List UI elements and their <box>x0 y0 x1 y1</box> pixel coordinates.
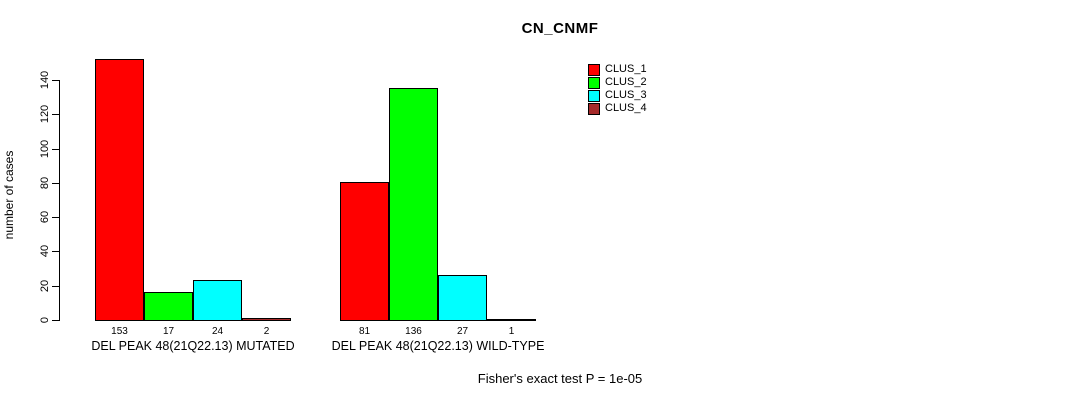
legend: CLUS_1 CLUS_2 CLUS_3 CLUS_4 <box>588 63 647 115</box>
y-tick <box>52 217 59 218</box>
legend-row-clus_2: CLUS_2 <box>588 76 647 89</box>
y-tick-label: 80 <box>39 176 51 190</box>
legend-label: CLUS_3 <box>605 89 647 101</box>
fisher-test-annotation: Fisher's exact test P = 1e-05 <box>477 371 643 386</box>
legend-row-clus_1: CLUS_1 <box>588 63 647 76</box>
y-tick <box>52 80 59 81</box>
legend-label: CLUS_2 <box>605 76 647 88</box>
bar-clus_1-group1 <box>95 59 144 321</box>
legend-label: CLUS_4 <box>605 102 647 114</box>
y-tick <box>52 286 59 287</box>
bar-value-label: 81 <box>358 326 371 337</box>
legend-swatch-clus_4 <box>588 102 600 115</box>
bar-value-label: 24 <box>211 326 224 337</box>
y-tick-label: 140 <box>39 70 51 90</box>
bar-clus_3-group2 <box>438 275 487 321</box>
y-tick <box>52 149 59 150</box>
bar-value-label: 27 <box>456 326 469 337</box>
chart-title: CN_CNMF <box>521 20 599 37</box>
legend-swatch-clus_3 <box>588 89 600 102</box>
y-tick-label: 100 <box>39 139 51 159</box>
x-category-label: DEL PEAK 48(21Q22.13) WILD-TYPE <box>331 339 545 353</box>
y-tick <box>52 183 59 184</box>
x-category-label: DEL PEAK 48(21Q22.13) MUTATED <box>91 339 295 353</box>
bar-value-label: 153 <box>111 326 128 337</box>
legend-label: CLUS_1 <box>605 63 647 75</box>
bar-value-label: 136 <box>405 326 422 337</box>
bar-clus_1-group2 <box>340 182 389 321</box>
y-tick <box>52 320 59 321</box>
legend-swatch-clus_2 <box>588 76 600 89</box>
y-tick <box>52 114 59 115</box>
bar-clus_2-group2 <box>389 88 438 321</box>
y-tick-label: 20 <box>39 279 51 293</box>
bar-clus_3-group1 <box>193 280 242 321</box>
bar-value-label: 2 <box>263 326 270 337</box>
y-tick-label: 40 <box>39 244 51 258</box>
y-tick-label: 120 <box>39 104 51 124</box>
bar-clus_4-group1 <box>242 318 291 321</box>
bar-clus_4-group2 <box>487 319 536 321</box>
bar-clus_2-group1 <box>144 292 193 321</box>
y-axis-title: number of cases <box>2 150 16 240</box>
bar-value-label: 1 <box>508 326 515 337</box>
bar-value-label: 17 <box>162 326 175 337</box>
legend-row-clus_3: CLUS_3 <box>588 89 647 102</box>
y-tick-label: 0 <box>39 316 51 324</box>
legend-row-clus_4: CLUS_4 <box>588 102 647 115</box>
y-axis-line <box>59 80 60 321</box>
y-tick-label: 60 <box>39 210 51 224</box>
legend-swatch-clus_1 <box>588 63 600 76</box>
y-tick <box>52 251 59 252</box>
